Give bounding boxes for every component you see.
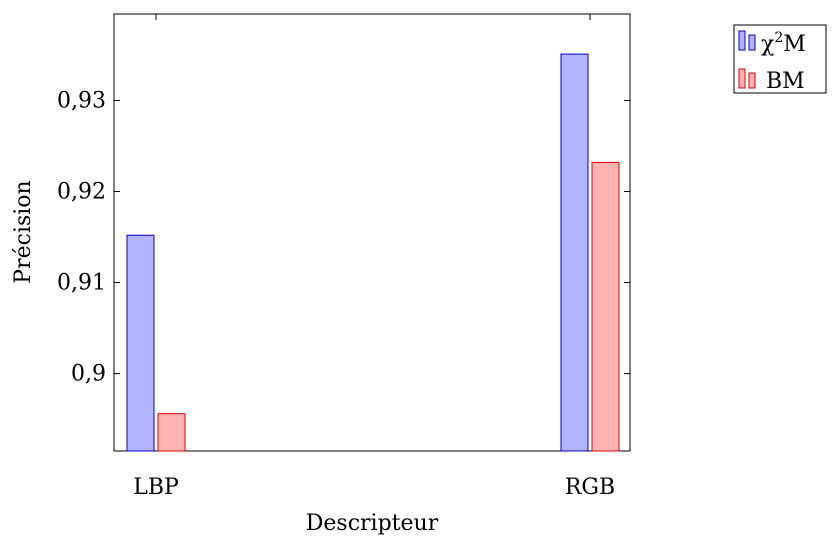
legend-entry-bm: BM (738, 68, 805, 94)
y-axis-ticks: 0,9 0,91 0,92 0,93 (57, 88, 630, 387)
legend-swatch-chi2m-b (748, 34, 756, 51)
bar-chi2m-rgb (560, 53, 589, 452)
x-axis-ticks: LBP RGB (133, 14, 615, 500)
y-tick-label-2: 0,92 (57, 180, 106, 205)
legend-label-chi2m-base: χ (761, 32, 774, 57)
plot-frame (113, 13, 631, 452)
bar-chi2m-lbp (126, 234, 155, 452)
y-axis-label: Précision (11, 180, 36, 283)
legend-label-bm: BM (766, 69, 805, 94)
y-tick-label-1: 0,91 (57, 271, 106, 296)
legend-swatch-chi2m-a (738, 30, 746, 51)
y-tick-label-0: 0,9 (71, 362, 106, 387)
bar-bm-lbp (157, 413, 186, 452)
bar-bm-rgb (591, 161, 620, 452)
legend: χ2M BM (733, 24, 827, 94)
legend-swatch-bm-b (748, 72, 756, 89)
legend-label-chi2m-sup: 2 (774, 30, 783, 46)
legend-label-chi2m-tail: M (783, 32, 806, 57)
legend-entry-chi2m: χ2M (738, 30, 806, 57)
x-tick-label-rgb: RGB (565, 475, 615, 500)
bars (126, 53, 620, 452)
legend-label-chi2m: χ2M (761, 30, 806, 57)
y-tick-label-3: 0,93 (57, 88, 106, 113)
x-tick-label-lbp: LBP (133, 475, 179, 500)
x-axis-label: Descripteur (306, 511, 439, 536)
legend-swatch-bm-a (738, 68, 746, 89)
plot-area: 0,9 0,91 0,92 0,93 LBP RGB (57, 13, 631, 500)
